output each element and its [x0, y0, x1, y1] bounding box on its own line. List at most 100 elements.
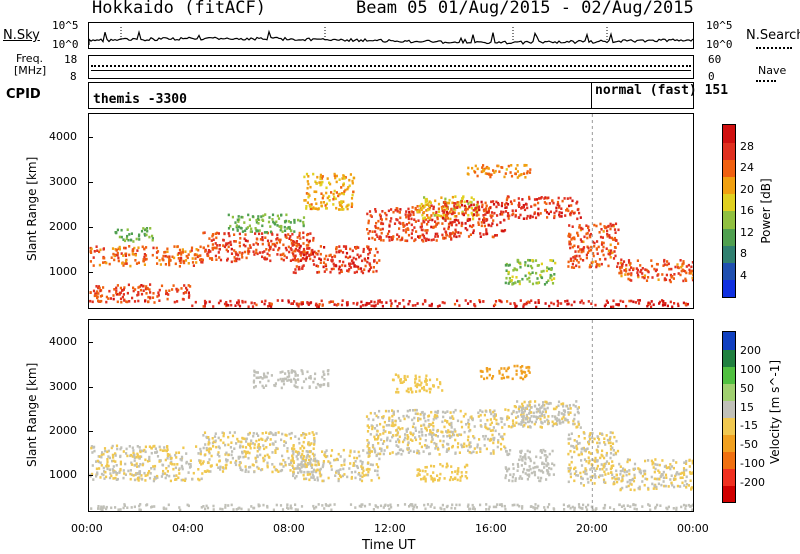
- scatter-band: [416, 462, 469, 483]
- scatter-band: [479, 364, 531, 381]
- power-colorbar-segment: [723, 142, 735, 160]
- nave-tick-bottom: 0: [708, 70, 715, 83]
- noise-tick-top-left: 10^5: [52, 19, 79, 32]
- station-title: Hokkaido (fitACF): [92, 0, 266, 18]
- scatter-band: [466, 163, 532, 179]
- velocity-ytick-mark: [88, 342, 93, 344]
- velocity-colorbar-tick: 100: [740, 362, 761, 376]
- scatter-band: [252, 369, 330, 390]
- velocity-ytick-label: 4000: [49, 335, 77, 349]
- velocity-colorbar-segment: [723, 434, 735, 452]
- scatter-band: [567, 222, 620, 269]
- scatter-band: [504, 448, 556, 483]
- nave-tick-top: 60: [708, 53, 722, 66]
- velocity-colorbar-tick: 200: [740, 343, 761, 357]
- power-colorbar-label: Power [dB]: [759, 178, 773, 244]
- noise-tick-bottom-right: 10^0: [706, 38, 733, 51]
- power-ytick-mark: [88, 271, 93, 273]
- velocity-ytick-label: 1000: [49, 468, 77, 482]
- n-sky-label: N.Sky: [3, 28, 40, 43]
- noise-panel: [88, 22, 694, 49]
- velocity-colorbar-label-text: Velocity [m s^-1]: [768, 359, 782, 464]
- freq-tick-bottom: 8: [70, 70, 77, 83]
- x-tick-label: 16:00: [475, 522, 507, 535]
- cpid-segment-themis: themis -3300: [93, 92, 187, 107]
- velocity-colorbar-segment: [723, 349, 735, 367]
- n-search-label: N.Search: [746, 28, 800, 43]
- scatter-band: [89, 245, 204, 268]
- freq-dotted-line: [91, 65, 691, 67]
- freq-panel: [88, 55, 694, 79]
- scatter-band: [89, 283, 192, 304]
- velocity-ytick-label: 3000: [49, 379, 77, 393]
- power-colorbar-tick: 8: [740, 247, 747, 260]
- velocity-ylabel: Slant Range [km]: [25, 362, 39, 467]
- velocity-colorbar-segment: [723, 400, 735, 418]
- velocity-heatmap: [89, 320, 693, 511]
- power-ytick-mark: [88, 136, 93, 138]
- power-colorbar-tick: 16: [740, 204, 754, 217]
- power-ylabel: Slant Range [km]: [25, 156, 39, 261]
- velocity-colorbar-tick: 50: [740, 381, 754, 395]
- scatter-band: [291, 448, 381, 483]
- power-colorbar-segment: [723, 279, 735, 297]
- scatter-band: [617, 458, 693, 492]
- velocity-panel: [88, 319, 694, 512]
- nave-dotted-legend: [756, 80, 776, 82]
- velocity-colorbar-segment: [723, 366, 735, 384]
- power-ytick-label: 2000: [49, 219, 77, 233]
- velocity-colorbar-label: Velocity [m s^-1]: [768, 360, 782, 464]
- x-tick-label: 12:00: [374, 522, 406, 535]
- scatter-band: [567, 431, 620, 487]
- cpid-segment-normal: normal (fast) 151: [595, 83, 729, 98]
- nave-label: Nave: [758, 64, 787, 77]
- velocity-ytick-mark: [88, 386, 93, 388]
- scatter-band: [504, 258, 557, 286]
- power-ytick-label: 3000: [49, 174, 77, 188]
- velocity-colorbar-tick: -15: [740, 419, 758, 433]
- scatter-band: [227, 213, 306, 234]
- power-ytick-label: 1000: [49, 264, 77, 278]
- noise-tick-bottom-left: 10^0: [52, 38, 79, 51]
- x-axis-label: Time UT: [362, 538, 416, 553]
- scatter-band: [618, 258, 693, 284]
- velocity-colorbar-tick: 15: [740, 400, 754, 414]
- x-tick-label: 04:00: [172, 522, 204, 535]
- velocity-colorbar-tick: -200: [740, 476, 765, 490]
- power-ytick-label: 4000: [49, 129, 77, 143]
- x-tick-label: 00:00: [677, 522, 709, 535]
- power-heatmap: [89, 114, 693, 308]
- velocity-ytick-mark: [88, 431, 93, 433]
- velocity-colorbar-segment: [723, 417, 735, 435]
- scatter-band: [303, 172, 356, 211]
- power-colorbar-tick: 24: [740, 161, 754, 174]
- scatter-band: [391, 373, 444, 394]
- velocity-colorbar-segment: [723, 383, 735, 401]
- n-search-dotted-legend: [756, 47, 792, 49]
- scatter-band: [442, 200, 507, 239]
- cpid-panel: themis -3300 normal (fast) 151: [88, 82, 728, 109]
- scatter-band: [114, 227, 154, 243]
- freq-label-line1: Freq.: [16, 52, 44, 65]
- velocity-colorbar-tick: -50: [740, 438, 758, 452]
- freq-label-line2: [MHz]: [14, 64, 47, 77]
- velocity-colorbar-segment: [723, 332, 735, 350]
- power-colorbar-segment: [723, 159, 735, 178]
- power-ytick-mark: [88, 226, 93, 228]
- power-colorbar-segment: [723, 245, 735, 264]
- velocity-ytick-mark: [88, 475, 93, 477]
- scatter-band: [516, 404, 570, 425]
- power-colorbar-tick: 12: [740, 225, 754, 239]
- scatter-band: [504, 195, 582, 221]
- scatter-band: [366, 204, 456, 243]
- scatter-band: [191, 299, 689, 308]
- noise-tick-top-right: 10^5: [706, 19, 733, 32]
- power-colorbar-segment: [723, 228, 735, 246]
- power-colorbar-segment: [723, 262, 735, 281]
- scatter-band: [202, 431, 318, 474]
- scatter-band: [89, 444, 204, 483]
- power-colorbar-tick: 20: [740, 182, 754, 196]
- scatter-band: [365, 408, 507, 456]
- velocity-colorbar-tick: -100: [740, 457, 765, 471]
- x-tick-label: 08:00: [273, 522, 305, 535]
